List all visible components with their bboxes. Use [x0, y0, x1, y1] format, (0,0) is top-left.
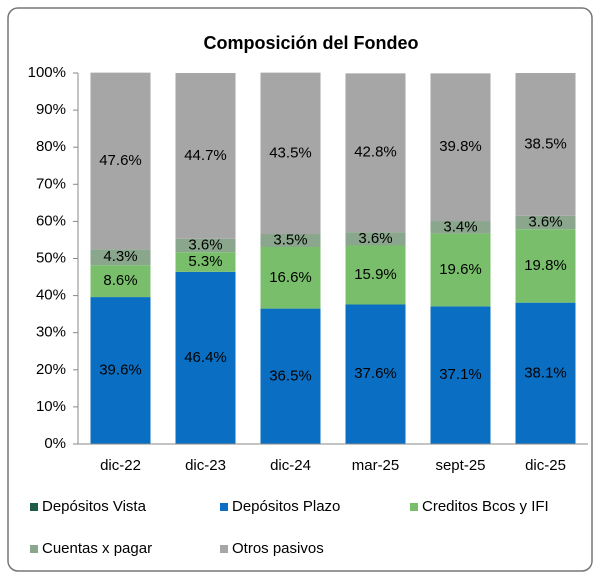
chart-title: Composición del Fondeo [204, 33, 419, 53]
data-label: 8.6% [103, 272, 137, 289]
bar-segment [430, 306, 491, 444]
data-label: 38.1% [524, 364, 567, 381]
bar-segment [345, 232, 406, 246]
x-tick-label: dic-24 [270, 457, 311, 474]
data-label: 37.1% [439, 366, 482, 383]
legend-label: Depósitos Plazo [232, 498, 340, 515]
y-tick-label: 40% [36, 287, 66, 304]
data-label: 39.6% [99, 362, 142, 379]
data-label: 16.6% [269, 269, 312, 286]
y-tick-label: 70% [36, 175, 66, 192]
legend-swatch [220, 503, 228, 511]
bar-segment [430, 233, 491, 307]
bar-segment [345, 73, 406, 233]
x-tick-label: dic-25 [525, 457, 566, 474]
bar-segment [430, 73, 491, 222]
y-tick-label: 50% [36, 249, 66, 266]
y-tick-label: 80% [36, 138, 66, 155]
data-label: 37.6% [354, 365, 397, 382]
y-tick-label: 20% [36, 361, 66, 378]
bar-segment [90, 265, 151, 298]
data-label: 42.8% [354, 144, 397, 161]
y-tick-label: 30% [36, 324, 66, 341]
bar-segment [515, 229, 576, 303]
x-tick-label: sept-25 [435, 457, 485, 474]
legend-label: Creditos Bcos y IFI [422, 498, 549, 515]
bar-segment [175, 252, 236, 272]
bar-segment [345, 304, 406, 444]
data-label: 5.3% [188, 253, 222, 270]
legend-swatch [30, 503, 38, 511]
bar-segment [175, 73, 236, 239]
bar-segment [430, 221, 491, 234]
bar-segment [345, 245, 406, 305]
data-label: 47.6% [99, 152, 142, 169]
bar-segment [515, 73, 576, 216]
bar-segment [175, 271, 236, 444]
data-label: 3.6% [358, 230, 392, 247]
y-tick-label: 90% [36, 101, 66, 118]
legend-label: Depósitos Vista [42, 498, 147, 515]
bar-segment [515, 215, 576, 230]
legend-swatch [410, 503, 418, 511]
data-label: 3.4% [443, 218, 477, 235]
bar-segment [260, 246, 321, 309]
data-label: 43.5% [269, 144, 312, 161]
bar-segment [90, 72, 151, 250]
x-tick-label: dic-22 [100, 457, 141, 474]
data-label: 3.6% [528, 213, 562, 230]
y-tick-label: 10% [36, 398, 66, 415]
y-tick-label: 60% [36, 212, 66, 229]
data-label: 4.3% [103, 248, 137, 265]
bar-segment [515, 302, 576, 444]
data-label: 39.8% [439, 138, 482, 155]
bar-segment [175, 238, 236, 253]
bar-segment [260, 234, 321, 247]
bar-segment [90, 297, 151, 444]
data-label: 3.6% [188, 236, 222, 253]
legend-label: Otros pasivos [232, 540, 324, 557]
legend-swatch [220, 545, 228, 553]
data-label: 19.6% [439, 261, 482, 278]
data-label: 3.5% [273, 231, 307, 248]
x-tick-label: dic-23 [185, 457, 226, 474]
data-label: 36.5% [269, 367, 312, 384]
legend-label: Cuentas x pagar [42, 540, 152, 557]
data-label: 19.8% [524, 257, 567, 274]
data-label: 46.4% [184, 349, 227, 366]
legend-swatch [30, 545, 38, 553]
y-tick-label: 0% [44, 435, 66, 452]
data-label: 44.7% [184, 147, 227, 164]
bar-segment [90, 249, 151, 266]
bar-segment [260, 72, 321, 235]
bar-segment [260, 308, 321, 444]
data-label: 38.5% [524, 135, 567, 152]
x-tick-label: mar-25 [352, 457, 400, 474]
data-label: 15.9% [354, 266, 397, 283]
y-tick-label: 100% [28, 64, 66, 81]
